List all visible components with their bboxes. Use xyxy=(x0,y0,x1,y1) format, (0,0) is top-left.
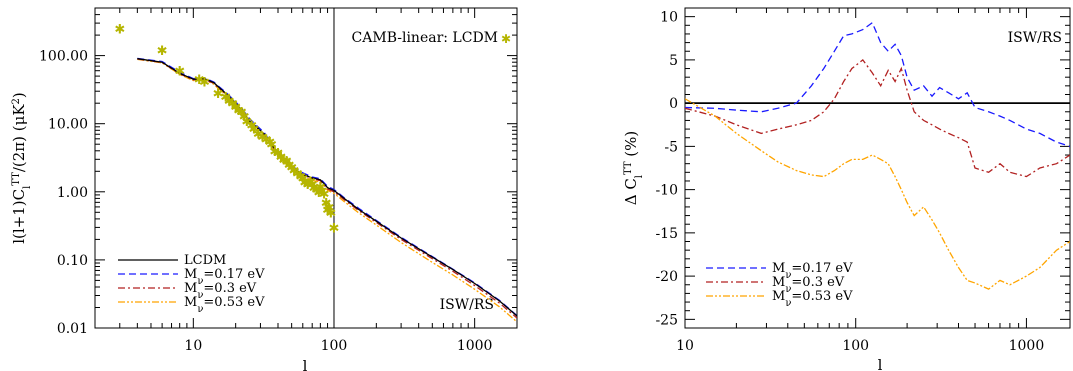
left-scatter-point: ✱ xyxy=(157,44,168,59)
left-legend-label: LCDM xyxy=(184,253,226,268)
left-scatter-point: ✱ xyxy=(264,135,275,150)
left-scatter-point: ✱ xyxy=(269,145,280,160)
left-scatter-point: ✱ xyxy=(311,183,322,198)
left-scatter-point: ✱ xyxy=(227,97,238,112)
right-x-tick-label: 100 xyxy=(842,338,869,354)
left-scatter-point: ✱ xyxy=(236,106,247,121)
left-scatter-point: ✱ xyxy=(281,154,292,169)
right-y-tick-label: 0 xyxy=(669,96,678,112)
left-scatter-point: ✱ xyxy=(319,187,330,202)
left-scatter-point: ✱ xyxy=(284,159,295,174)
left-scatter-point: ✱ xyxy=(321,196,332,211)
left-legend-label: Mν=0.3 eV xyxy=(184,281,257,301)
left-scatter-point: ✱ xyxy=(316,184,327,199)
right-legend-label: Mν=0.3 eV xyxy=(772,275,845,295)
right-x-tick-label: 10 xyxy=(676,338,694,354)
left-scatter-point: ✱ xyxy=(289,164,300,179)
left-scatter-point: ✱ xyxy=(174,65,185,80)
left-scatter-point: ✱ xyxy=(253,127,264,142)
left-scatter-point: ✱ xyxy=(249,123,260,138)
left-scatter-point: ✱ xyxy=(239,110,250,125)
right-series-line xyxy=(685,58,1070,178)
left-legend-label: Mν=0.17 eV xyxy=(184,267,265,287)
left-scatter-point: ✱ xyxy=(233,104,244,119)
left-scatter-point: ✱ xyxy=(292,167,303,182)
right-legend-label: Mν=0.17 eV xyxy=(772,261,853,281)
left-scatter-point: ✱ xyxy=(295,170,306,185)
left-scatter-point: ✱ xyxy=(302,178,313,193)
left-scatter-point: ✱ xyxy=(213,87,224,102)
right-y-tick-label: -15 xyxy=(655,226,678,242)
left-scatter-point: ✱ xyxy=(313,186,324,201)
left-y-tick-label: 1.00 xyxy=(57,185,88,201)
left-scatter-point: ✱ xyxy=(286,161,297,176)
left-y-tick-label: 100.00 xyxy=(39,49,88,65)
left-scatter-point: ✱ xyxy=(114,23,125,38)
right-annotation-top: ISW/RS xyxy=(1008,30,1062,46)
left-scatter-point: ✱ xyxy=(224,94,235,109)
right-y-tick-label: -25 xyxy=(655,312,678,328)
right-y-axis-label: Δ ClTT (%) xyxy=(622,131,645,206)
left-scatter-point: ✱ xyxy=(276,150,287,165)
left-scatter-point: ✱ xyxy=(199,75,210,90)
left-y-axis-label: l(l+1)ClTT/(2π) (μK2) xyxy=(10,92,33,244)
left-scatter-point: ✱ xyxy=(325,206,336,221)
left-scatter-point: ✱ xyxy=(297,172,308,187)
left-scatter-point: ✱ xyxy=(307,178,318,193)
left-y-tick-label: 10.00 xyxy=(48,117,88,133)
left-series-line xyxy=(137,58,517,317)
left-scatter-point: ✱ xyxy=(299,176,310,191)
right-y-tick-label: 10 xyxy=(660,10,678,26)
left-x-tick-label: 100 xyxy=(321,338,348,354)
left-scatter-point: ✱ xyxy=(329,221,340,236)
right-y-tick-label: 5 xyxy=(669,53,678,69)
left-annotation-bottom: ISW/RS xyxy=(440,297,494,313)
left-annotation-marker: ✱ xyxy=(501,32,511,46)
right-x-axis-label: l xyxy=(878,356,883,371)
left-x-tick-label: 1000 xyxy=(457,338,493,354)
left-legend-label: Mν=0.53 eV xyxy=(184,295,265,315)
left-scatter-point: ✱ xyxy=(278,153,289,168)
left-scatter-point: ✱ xyxy=(273,146,284,161)
left-series-group: ✱✱✱✱✱✱✱✱✱✱✱✱✱✱✱✱✱✱✱✱✱✱✱✱✱✱✱✱✱✱✱✱✱✱✱✱✱✱✱✱… xyxy=(114,23,517,323)
left-scatter-point: ✱ xyxy=(266,138,277,153)
right-plot-frame xyxy=(684,7,1071,329)
right-series-line xyxy=(685,98,1070,290)
left-plot-frame xyxy=(94,7,518,329)
left-scatter-point: ✱ xyxy=(261,133,272,148)
right-chart: ISW/RS l 10 100 1000 -25 -20 -15 -10 -5 0 5 10 Δ Cl… xyxy=(622,7,1071,371)
left-y-tick-label: 0.01 xyxy=(57,321,88,337)
left-scatter-point: ✱ xyxy=(322,203,333,218)
left-scatter-point: ✱ xyxy=(323,201,334,216)
left-chart: CAMB-linear: LCDM ISW/RS l 10 100 1000 0.01… xyxy=(10,7,518,371)
left-scatter-point: ✱ xyxy=(246,119,257,134)
left-y-tick-label: 0.10 xyxy=(57,253,88,269)
right-series-group xyxy=(685,21,1070,290)
left-x-tick-label: 10 xyxy=(184,338,202,354)
left-scatter-point: ✱ xyxy=(241,115,252,130)
left-scatter-point: ✱ xyxy=(194,73,205,88)
left-scatter-point: ✱ xyxy=(305,175,316,190)
right-legend-label: Mν=0.53 eV xyxy=(772,289,853,309)
left-scatter-point: ✱ xyxy=(315,180,326,195)
right-y-tick-label: -20 xyxy=(655,269,678,285)
left-series-line xyxy=(137,58,517,323)
left-scatter-point: ✱ xyxy=(230,100,241,115)
left-x-axis-label: l xyxy=(303,357,308,371)
left-annotation-top: CAMB-linear: LCDM xyxy=(352,30,498,46)
right-y-tick-label: -5 xyxy=(664,139,678,155)
left-scatter-point: ✱ xyxy=(308,182,319,197)
right-x-tick-label: 1000 xyxy=(1009,338,1045,354)
left-scatter-point: ✱ xyxy=(220,91,231,106)
right-y-tick-label: -10 xyxy=(655,183,678,199)
left-scatter-point: ✱ xyxy=(257,130,268,145)
